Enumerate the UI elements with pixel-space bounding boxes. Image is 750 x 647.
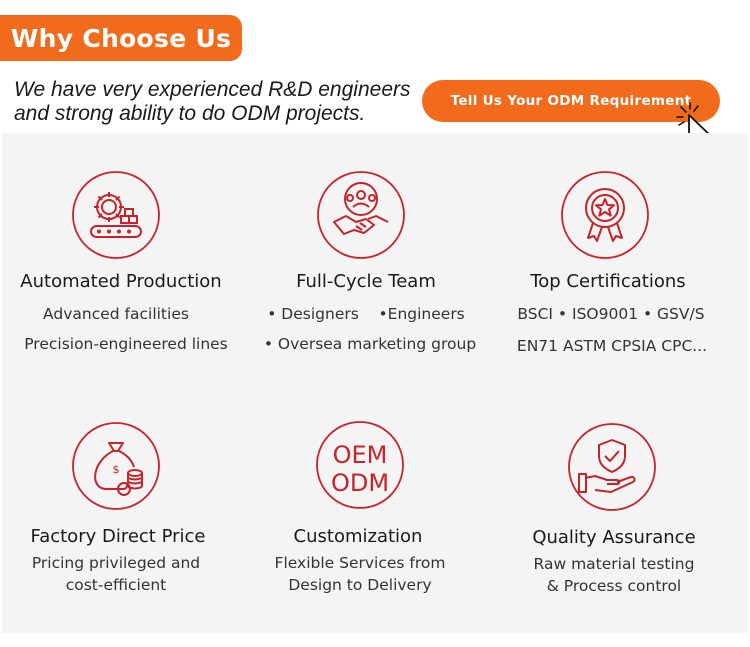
section-header: Why Choose Us (0, 15, 242, 61)
quality-shield-hand-icon (568, 423, 656, 511)
automated-production-icon (72, 171, 160, 259)
oem-odm-icon: OEM ODM (316, 421, 404, 509)
feature-title: Quality Assurance (532, 527, 696, 548)
odm-text: ODM (331, 469, 389, 497)
feature-title: Factory Direct Price (30, 526, 206, 547)
feature-line: & Process control (546, 577, 682, 595)
feature-line: Flexible Services from (274, 554, 446, 572)
feature-title: Automated Production (20, 271, 222, 292)
feature-title: Full-Cycle Team (296, 271, 436, 292)
odm-requirement-button[interactable]: Tell Us Your ODM Requirement (422, 80, 720, 122)
feature-line: Pricing privileged and (31, 554, 201, 572)
feature-title: Customization (293, 526, 423, 547)
feature-line: Precision-engineered lines (24, 335, 228, 353)
money-bag-icon: $ (72, 422, 160, 510)
feature-line: Raw material testing (533, 555, 695, 573)
feature-line: cost-efficient (65, 576, 167, 594)
feature-line: EN71 ASTM CPSIA CPC... (516, 337, 708, 355)
feature-line: BSCI • ISO9001 • GSV/S (517, 305, 705, 323)
oem-text: OEM (333, 441, 388, 469)
feature-title: Top Certifications (530, 271, 686, 292)
intro-text: We have very experienced R&D engineers a… (14, 78, 411, 125)
feature-line: • Designers •Engineers (267, 305, 465, 323)
feature-line: Advanced facilities (43, 305, 189, 323)
feature-line: Design to Delivery (288, 576, 432, 594)
section-title: Why Choose Us (10, 23, 232, 53)
svg-text:$: $ (113, 463, 120, 476)
team-handshake-icon (317, 171, 405, 259)
certification-badge-icon (561, 171, 649, 259)
feature-line: • Oversea marketing group (263, 335, 477, 353)
